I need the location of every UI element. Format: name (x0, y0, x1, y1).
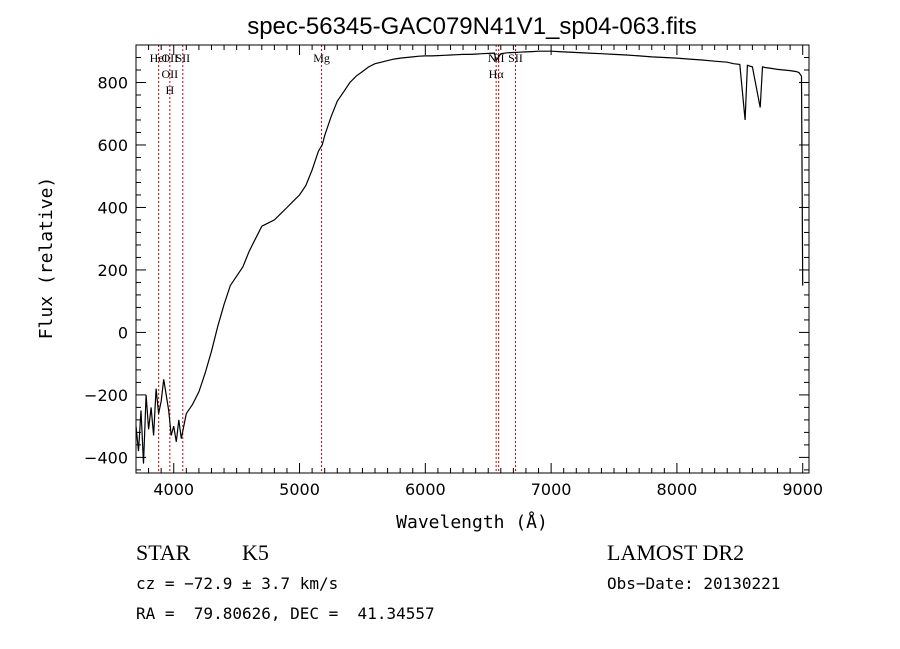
chart-title: spec-56345-GAC079N41V1_sp04-063.fits (247, 13, 697, 40)
spectral-line-label: Hα (489, 67, 505, 81)
object-class: STAR (136, 540, 191, 565)
plot-frame (135, 44, 810, 474)
x-tick-label: 4000 (153, 480, 194, 499)
object-subclass: K5 (242, 540, 269, 565)
y-tick-label: 200 (97, 261, 128, 280)
x-tick-label: 9000 (782, 480, 823, 499)
y-tick-label: 600 (97, 136, 128, 155)
x-tick-label: 5000 (279, 480, 320, 499)
coordinates: RA = 79.80626, DEC = 41.34557 (136, 604, 435, 623)
x-tick-label: 6000 (405, 480, 446, 499)
redshift-info: cz = −72.9 ± 3.7 km/s (136, 574, 339, 593)
y-axis-ticks: −400 −200 0 200 400 600 800 (84, 56, 809, 471)
spectral-line-label: HeI (150, 51, 168, 65)
spectral-line-label: H (166, 83, 175, 97)
spectral-line-label: SII (508, 51, 523, 65)
y-tick-label: −400 (84, 448, 128, 467)
spectral-line-label: Mg (313, 51, 330, 65)
y-tick-label: −200 (84, 386, 128, 405)
y-axis-label: Flux (relative) (36, 177, 57, 340)
spectral-line-label: SII (175, 51, 190, 65)
x-tick-label: 8000 (657, 480, 698, 499)
x-tick-label: 7000 (531, 480, 572, 499)
spectrum-line (135, 50, 804, 464)
survey-name: LAMOST DR2 (607, 540, 745, 565)
y-tick-label: 400 (97, 198, 128, 217)
observation-date: Obs−Date: 20130221 (607, 574, 781, 593)
y-tick-label: 800 (97, 73, 128, 92)
spectral-line-label: OII (162, 67, 179, 81)
x-axis-ticks: 4000 5000 6000 7000 8000 9000 (148, 45, 823, 499)
spectrum-chart: spec-56345-GAC079N41V1_sp04-063.fits HeI… (36, 13, 823, 533)
y-tick-label: 0 (118, 323, 128, 342)
x-axis-label: Wavelength (Å) (396, 511, 548, 533)
